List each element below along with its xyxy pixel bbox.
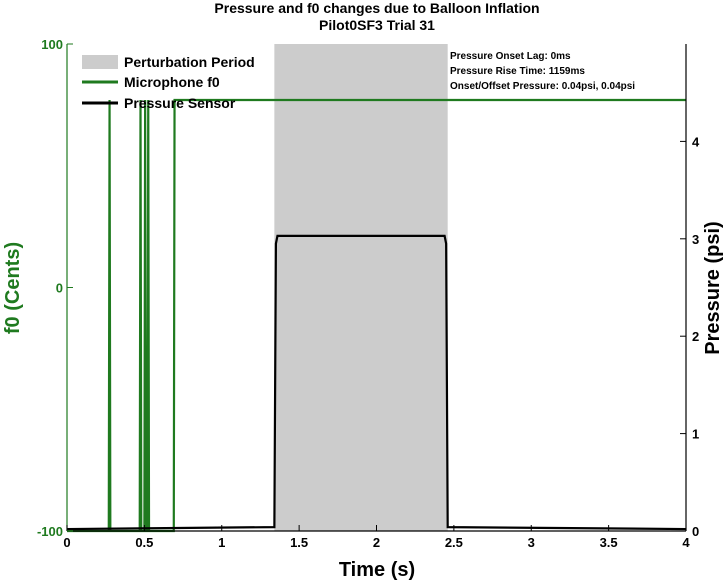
y-axis-left-label: f0 (Cents) (2, 242, 24, 334)
x-tick-label: 3.5 (600, 535, 618, 550)
y-right-tick-label: 4 (692, 134, 700, 149)
series-line-pressure-sensor (66, 234, 687, 531)
annotation-box: Pressure Onset Lag: 0ms Pressure Rise Ti… (450, 51, 635, 92)
annotation-onset-lag: Pressure Onset Lag: 0ms (450, 51, 571, 62)
y-right-tick-label: 1 (692, 427, 699, 442)
x-tick-label: 1.5 (290, 535, 308, 550)
x-tick-label: 3 (528, 535, 535, 550)
annotation-onset-offset: Onset/Offset Pressure: 0.04psi, 0.04psi (450, 81, 635, 92)
perturbation-period-band (274, 44, 448, 531)
legend-label-f0: Microphone f0 (124, 74, 220, 90)
chart-subtitle: Pilot0SF3 Trial 31 (319, 17, 435, 33)
legend-label-pressure: Pressure Sensor (124, 95, 236, 111)
x-tick-label: 2 (373, 535, 380, 550)
y-right-tick-label: 0 (692, 524, 699, 539)
legend-label-perturbation: Perturbation Period (124, 54, 255, 70)
legend: Perturbation Period Microphone f0 Pressu… (82, 54, 255, 111)
y-left-tick-label: 0 (56, 281, 63, 296)
chart-title: Pressure and f0 changes due to Balloon I… (214, 0, 539, 16)
x-tick-label: 0 (63, 535, 70, 550)
y-axis-right-label: Pressure (psi) (702, 221, 724, 354)
legend-swatch-perturbation (82, 55, 118, 69)
x-tick-label: 1 (218, 535, 225, 550)
x-tick-label: 4 (682, 535, 690, 550)
y-right-tick-label: 2 (692, 329, 699, 344)
x-axis-label: Time (s) (339, 559, 415, 580)
y-left-tick-label: 100 (41, 37, 63, 52)
series-line-microphone-f0 (67, 98, 686, 533)
y-right-tick-label: 3 (692, 232, 699, 247)
x-tick-label: 0.5 (135, 535, 153, 550)
x-tick-label: 2.5 (445, 535, 463, 550)
y-left-tick-label: -100 (37, 524, 63, 539)
annotation-rise-time: Pressure Rise Time: 1159ms (450, 66, 585, 77)
